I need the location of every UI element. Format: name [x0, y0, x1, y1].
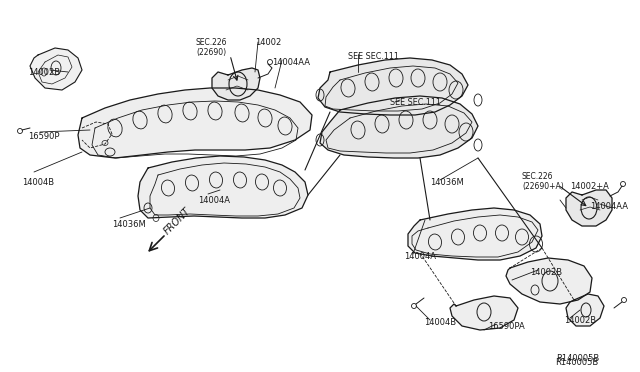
- Polygon shape: [566, 190, 612, 226]
- Polygon shape: [506, 258, 592, 304]
- Text: 14004AA: 14004AA: [590, 202, 628, 211]
- Text: 16590PA: 16590PA: [488, 322, 525, 331]
- Polygon shape: [408, 208, 542, 260]
- Text: SEE SEC.111: SEE SEC.111: [390, 98, 441, 107]
- Text: 14004A: 14004A: [198, 196, 230, 205]
- Text: 14036M: 14036M: [430, 178, 464, 187]
- Polygon shape: [78, 88, 312, 158]
- Polygon shape: [320, 96, 478, 158]
- Text: 14002B: 14002B: [530, 268, 562, 277]
- Text: 16590P: 16590P: [28, 132, 60, 141]
- Polygon shape: [138, 156, 308, 218]
- Polygon shape: [212, 68, 260, 100]
- Text: 14002: 14002: [255, 38, 281, 47]
- Text: SEE SEC.111: SEE SEC.111: [348, 52, 399, 61]
- Text: 14004B: 14004B: [22, 178, 54, 187]
- Text: R140005B: R140005B: [555, 358, 598, 367]
- Text: 14002B: 14002B: [564, 316, 596, 325]
- Polygon shape: [566, 294, 604, 326]
- Text: SEC.226
(22690+A): SEC.226 (22690+A): [522, 172, 564, 192]
- Text: 14036M: 14036M: [112, 220, 146, 229]
- Text: 14002B: 14002B: [28, 68, 60, 77]
- Text: 14004A: 14004A: [404, 252, 436, 261]
- Text: 14004B: 14004B: [424, 318, 456, 327]
- Text: SEC.226
(22690): SEC.226 (22690): [196, 38, 227, 57]
- Text: R140005B: R140005B: [556, 354, 599, 363]
- Polygon shape: [318, 58, 468, 115]
- Text: FRONT: FRONT: [162, 205, 193, 236]
- Text: 14004AA: 14004AA: [272, 58, 310, 67]
- Polygon shape: [450, 296, 518, 330]
- Polygon shape: [30, 48, 82, 90]
- Text: 14002+A: 14002+A: [570, 182, 609, 191]
